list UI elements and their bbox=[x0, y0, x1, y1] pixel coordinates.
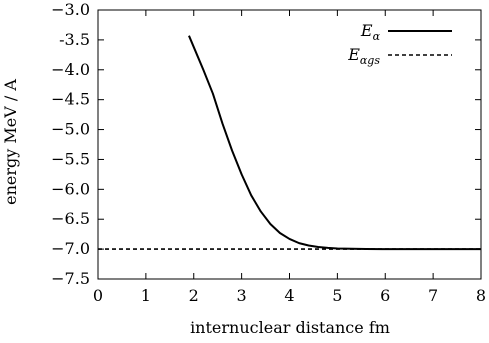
y-tick-label: −6.0 bbox=[51, 179, 90, 198]
x-tick-label: 0 bbox=[93, 286, 103, 305]
x-axis-title: internuclear distance fm bbox=[190, 318, 390, 337]
y-tick-label: −6.5 bbox=[51, 209, 90, 228]
x-tick-label: 5 bbox=[332, 286, 342, 305]
series-lines bbox=[98, 35, 481, 251]
axes: 0 1 2 3 4 5 6 7 8 −7.5 −7.0 −6.5 −6.0 −5.5 −5.0 −4.5 −4.… bbox=[51, 0, 486, 305]
y-tick-label: −4.0 bbox=[51, 60, 90, 79]
legend-label-2: Eαgs bbox=[347, 45, 380, 67]
x-tick-label: 6 bbox=[380, 286, 390, 305]
legend-label-1: Eα bbox=[360, 21, 381, 43]
x-tick-label: 1 bbox=[141, 286, 151, 305]
y-axis-title: energy MeV / A bbox=[1, 79, 20, 205]
series-line-1 bbox=[188, 35, 481, 251]
x-tick-label: 8 bbox=[476, 286, 486, 305]
y-tick-label: −5.5 bbox=[51, 149, 90, 168]
x-tick-label: 3 bbox=[237, 286, 247, 305]
y-tick-label: -3.5 bbox=[59, 30, 90, 49]
x-tick-label: 2 bbox=[189, 286, 199, 305]
x-tick-label: 4 bbox=[284, 286, 294, 305]
y-tick-label: −3.0 bbox=[51, 0, 90, 19]
y-tick-label: −4.5 bbox=[51, 90, 90, 109]
y-tick-label: −7.0 bbox=[51, 239, 90, 258]
x-tick-label: 7 bbox=[428, 286, 438, 305]
y-tick-label: −5.0 bbox=[51, 120, 90, 139]
y-tick-label: −7.5 bbox=[51, 269, 90, 288]
